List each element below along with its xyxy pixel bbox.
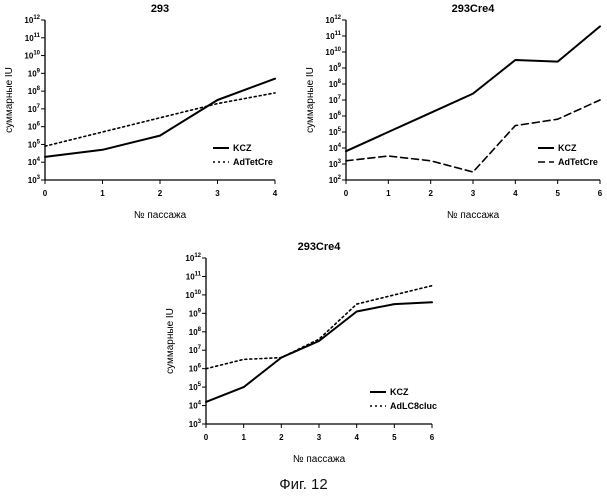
y-tick-label: 107 <box>28 104 41 114</box>
x-axis-label: № пассажа <box>293 454 346 465</box>
x-tick-label: 4 <box>354 433 359 442</box>
y-tick-label: 103 <box>189 419 202 429</box>
chart-title: 293Cre4 <box>298 241 342 253</box>
y-tick-label: 103 <box>28 175 41 185</box>
x-tick-label: 0 <box>204 433 209 442</box>
y-tick-label: 103 <box>329 159 342 169</box>
y-tick-label: 107 <box>329 95 342 105</box>
x-tick-label: 5 <box>392 433 397 442</box>
x-tick-label: 3 <box>471 189 476 198</box>
x-tick-label: 4 <box>273 189 278 198</box>
x-tick-label: 5 <box>555 189 560 198</box>
legend-entry: AdTetCre <box>233 157 273 167</box>
y-axis-label: суммарные IU <box>305 67 316 133</box>
y-tick-label: 105 <box>189 382 202 392</box>
y-tick-label: 1010 <box>325 47 341 57</box>
y-tick-label: 109 <box>329 63 342 73</box>
y-tick-label: 108 <box>28 86 41 96</box>
y-tick-label: 1011 <box>186 271 202 281</box>
y-tick-label: 102 <box>329 175 342 185</box>
legend-entry: KCZ <box>233 143 252 153</box>
series-line-adtetcre <box>45 93 275 146</box>
y-tick-label: 106 <box>329 111 342 121</box>
chart-293cre4-top: 293Cre4102103104105106107108109101010111… <box>300 0 607 225</box>
y-tick-label: 105 <box>329 127 342 137</box>
y-tick-label: 104 <box>329 143 342 153</box>
chart-title: 293Cre4 <box>452 3 496 15</box>
x-tick-label: 0 <box>43 189 48 198</box>
legend-entry: AdTetCre <box>558 157 598 167</box>
x-tick-label: 2 <box>158 189 163 198</box>
legend-entry: AdLC8cluc <box>390 401 437 411</box>
chart-293: 293 103 104 105 106 107 108 109 1010 1011 1012 0 1 2 3… <box>0 0 300 225</box>
legend-entry: KCZ <box>390 387 409 397</box>
y-tick-label: 108 <box>189 327 202 337</box>
y-tick-label: 1010 <box>24 51 40 61</box>
x-tick-label: 1 <box>241 433 246 442</box>
x-tick-label: 3 <box>317 433 322 442</box>
y-tick-label: 105 <box>28 139 41 149</box>
y-tick-label: 1011 <box>326 31 342 41</box>
x-tick-label: 6 <box>598 189 603 198</box>
y-tick-label: 1012 <box>185 253 201 263</box>
y-tick-label: 107 <box>189 345 202 355</box>
y-tick-label: 108 <box>329 79 342 89</box>
y-tick-label: 1010 <box>185 290 201 300</box>
y-tick-label: 1012 <box>24 15 40 25</box>
x-tick-label: 3 <box>215 189 220 198</box>
x-tick-label: 2 <box>428 189 433 198</box>
x-tick-label: 1 <box>100 189 105 198</box>
x-tick-label: 2 <box>279 433 284 442</box>
x-tick-label: 6 <box>430 433 435 442</box>
chart-293cre4-bottom: 293Cre4103104105106107108109101010111012… <box>150 238 450 470</box>
y-tick-label: 1011 <box>25 33 41 43</box>
y-tick-label: 104 <box>189 401 202 411</box>
legend-entry: KCZ <box>558 143 577 153</box>
figure-caption: Фиг. 12 <box>0 476 607 493</box>
y-tick-label: 106 <box>28 122 41 132</box>
x-tick-label: 1 <box>386 189 391 198</box>
x-axis-label: № пассажа <box>134 210 187 221</box>
y-axis-label: суммарные IU <box>165 308 176 374</box>
y-tick-label: 109 <box>28 68 41 78</box>
y-tick-label: 109 <box>189 308 202 318</box>
x-axis-label: № пассажа <box>447 210 500 221</box>
y-tick-label: 104 <box>28 157 41 167</box>
x-tick-label: 0 <box>344 189 349 198</box>
x-tick-label: 4 <box>513 189 518 198</box>
chart-title: 293 <box>151 3 169 15</box>
series-line-adlc8cluc <box>206 286 432 369</box>
y-tick-label: 106 <box>189 364 202 374</box>
y-axis-label: суммарные IU <box>4 67 15 133</box>
y-tick-label: 1012 <box>325 15 341 25</box>
series-line-kcz <box>346 26 600 151</box>
